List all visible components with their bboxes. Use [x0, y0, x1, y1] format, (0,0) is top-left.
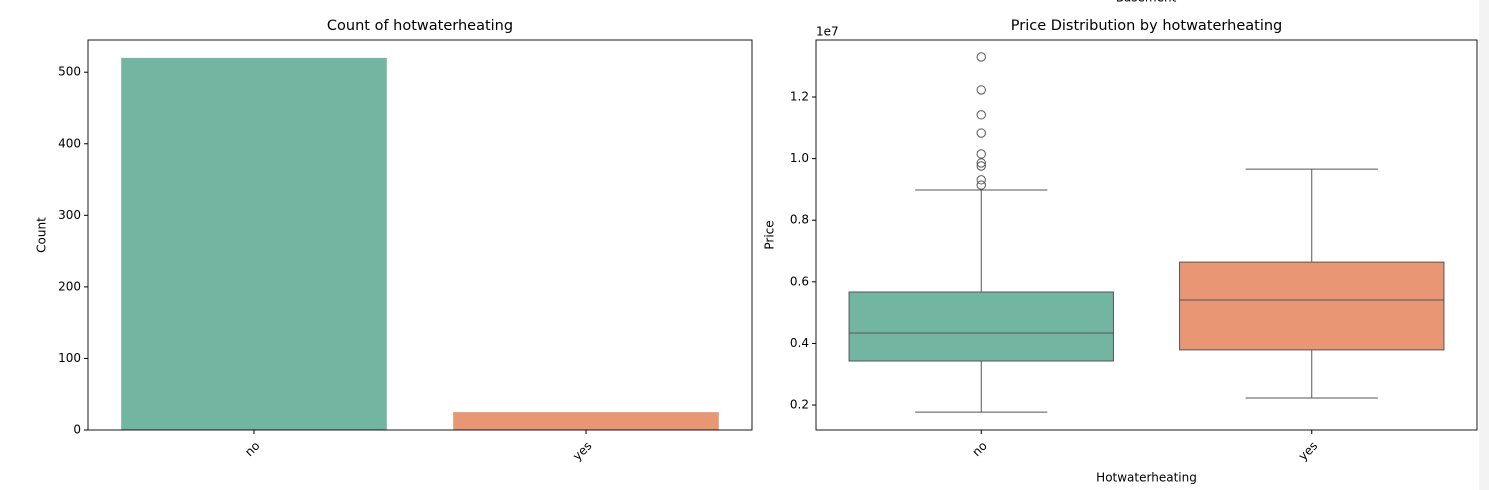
x-axis-label: Hotwaterheating	[1096, 471, 1197, 485]
outlier	[976, 52, 986, 62]
offset-text: 1e7	[816, 25, 839, 39]
outlier	[976, 85, 986, 95]
bar	[453, 412, 719, 430]
y-tick-label: 200	[58, 279, 81, 293]
y-tick-label: 400	[58, 136, 81, 150]
y-tick-label: 100	[58, 351, 81, 365]
axes-frame	[87, 39, 753, 431]
outlier	[976, 110, 986, 120]
y-tick-label: 1.2	[790, 89, 809, 103]
x-tick-label: no	[969, 439, 989, 459]
y-tick-label: 0	[73, 423, 81, 437]
chart-title: Count of hotwaterheating	[327, 18, 513, 34]
scrollbar	[1479, 0, 1489, 490]
y-tick-label: 0.2	[790, 398, 809, 412]
box	[848, 291, 1114, 362]
y-tick-label: 500	[58, 65, 81, 79]
y-tick-label: 300	[58, 208, 81, 222]
x-tick-label: yes	[1296, 439, 1321, 464]
x-tick-label: yes	[570, 439, 595, 464]
y-tick-label: 0.6	[790, 274, 809, 288]
outlier	[976, 175, 986, 185]
y-axis-label: Price	[763, 220, 777, 249]
outlier	[976, 149, 986, 159]
y-tick-label: 1.0	[790, 151, 809, 165]
axes-frame	[815, 39, 1478, 431]
chart-title: Price Distribution by hotwaterheating	[1011, 18, 1283, 34]
y-tick-label: 0.4	[790, 336, 809, 350]
box	[1179, 261, 1445, 351]
outlier	[976, 161, 986, 171]
outlier	[976, 158, 986, 168]
y-axis-label: Count	[35, 217, 49, 253]
y-tick-label: 0.8	[790, 213, 809, 227]
outlier	[976, 128, 986, 138]
outlier	[976, 180, 986, 190]
header-fragment: Basement	[1116, 0, 1177, 5]
x-tick-label: no	[242, 439, 262, 459]
bar	[121, 57, 387, 431]
